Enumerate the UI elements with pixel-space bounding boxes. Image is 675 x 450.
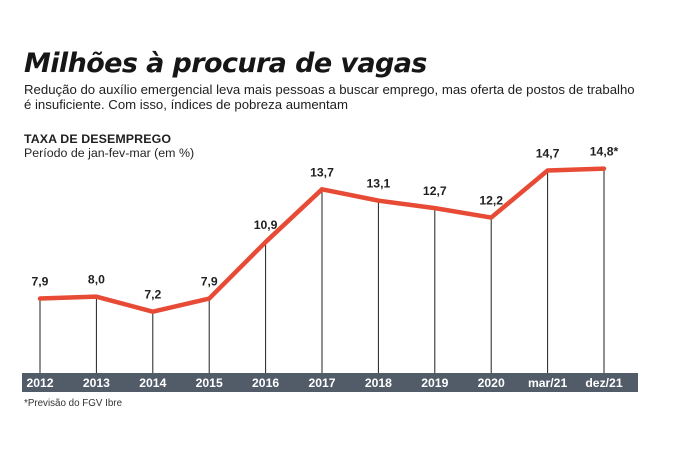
data-label-2019: 12,7 [423, 184, 447, 198]
x-tick-label-2016: 2016 [252, 376, 279, 390]
data-label-2020: 12,2 [479, 194, 503, 208]
x-axis-tick-labels: 2012 2013 2014 2015 2016 2017 2018 2019 2020 mar/… [26, 376, 622, 390]
unemployment-rate-line [37, 166, 607, 314]
data-label-2017: 13,7 [310, 165, 334, 179]
data-label-2014: 7,2 [144, 288, 161, 302]
x-tick-label-2013: 2013 [83, 376, 110, 390]
data-label-2016: 10,9 [254, 218, 278, 232]
data-label-2013: 8,0 [88, 273, 105, 287]
x-tick-label-dez-21: dez/21 [585, 376, 622, 390]
x-tick-label-2020: 2020 [478, 376, 505, 390]
x-axis-band [22, 373, 638, 392]
chart-subtitle: Redução do auxílio emergencial leva mais… [24, 82, 635, 112]
data-label-2012: 7,9 [32, 275, 49, 289]
data-label-mar-21: 14,7 [536, 146, 560, 160]
data-labels: 7,9 8,0 7,2 7,9 10,9 13,7 13,1 12,7 12,2 14,7 14,8… [32, 145, 619, 302]
x-tick-label-2019: 2019 [421, 376, 448, 390]
data-label-dez-21: 14,8* [590, 145, 619, 159]
chart-series-subtitle: Período de jan-fev-mar (em %) [24, 146, 195, 160]
footnote: *Previsão do FGV Ibre [24, 398, 123, 409]
x-tick-label-2017: 2017 [308, 376, 335, 390]
x-tick-label-2015: 2015 [196, 376, 223, 390]
x-tick-label-mar-21: mar/21 [528, 376, 568, 390]
data-label-2015: 7,9 [201, 275, 218, 289]
data-label-2018: 13,1 [367, 177, 391, 191]
x-tick-label-2018: 2018 [365, 376, 392, 390]
chart-series-title: TAXA DE DESEMPREGO [24, 132, 172, 146]
x-tick-label-2012: 2012 [26, 376, 53, 390]
x-tick-label-2014: 2014 [139, 376, 166, 390]
guide-lines [39, 169, 605, 373]
chart-title: Milhões à procura de vagas [24, 48, 427, 79]
